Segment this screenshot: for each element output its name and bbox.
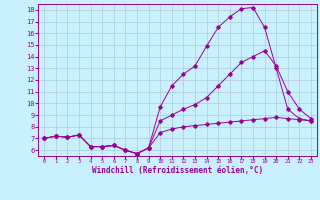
X-axis label: Windchill (Refroidissement éolien,°C): Windchill (Refroidissement éolien,°C): [92, 166, 263, 175]
